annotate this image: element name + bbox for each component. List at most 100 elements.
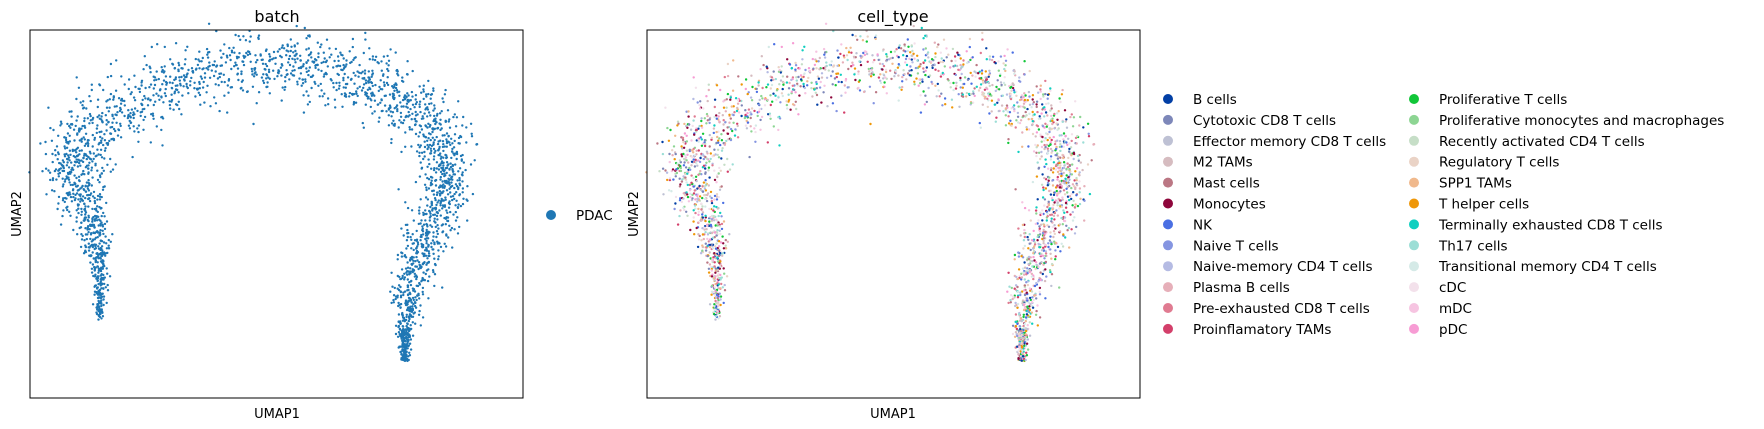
- batch-point: [242, 54, 245, 58]
- cell-type-point: [959, 63, 962, 67]
- cell-type-point: [1090, 159, 1093, 162]
- cell-type-point: [1025, 273, 1028, 276]
- cell-type-point: [714, 271, 717, 274]
- cell-type-point: [1065, 118, 1068, 121]
- batch-point: [81, 172, 84, 175]
- cell-type-point: [708, 238, 712, 241]
- batch-point: [273, 77, 276, 81]
- cell-type-point: [971, 101, 975, 104]
- cell-type-point: [824, 65, 827, 69]
- cell-type-point: [715, 141, 718, 145]
- cell-type-point: [1037, 219, 1040, 222]
- cell-type-point: [1043, 176, 1046, 180]
- cell-type-point: [952, 65, 955, 68]
- batch-point: [280, 99, 283, 102]
- batch-point: [74, 124, 77, 128]
- cell-type-point: [972, 90, 975, 93]
- batch-point: [309, 53, 312, 56]
- cell-type-point: [874, 91, 878, 94]
- batch-point: [408, 309, 411, 313]
- batch-point: [290, 45, 293, 48]
- cell-type-point: [859, 35, 862, 38]
- cell-type-point: [902, 49, 905, 52]
- batch-point: [303, 26, 306, 30]
- cell-type-point: [740, 83, 743, 86]
- batch-point: [173, 66, 177, 70]
- batch-point: [277, 70, 281, 73]
- batch-point: [401, 334, 404, 338]
- cell-type-point: [682, 164, 686, 167]
- cell-type-point: [705, 228, 708, 231]
- cell-type-point: [696, 200, 699, 203]
- cell-type-point: [740, 99, 743, 103]
- batch-point: [448, 118, 451, 121]
- batch-point: [287, 61, 290, 64]
- batch-point: [310, 56, 313, 59]
- cell-type-point: [714, 306, 718, 309]
- batch-point: [450, 178, 453, 181]
- cell-type-point: [819, 80, 822, 84]
- batch-point: [435, 235, 438, 239]
- batch-point: [292, 65, 295, 68]
- batch-point: [83, 239, 86, 242]
- cell-type-point: [685, 181, 688, 184]
- cell-type-point: [937, 69, 940, 73]
- batch-point: [268, 92, 271, 95]
- cell-type-point: [995, 85, 998, 89]
- cell-type-point: [1013, 335, 1017, 338]
- batch-point: [371, 112, 374, 115]
- cell-type-point: [853, 73, 856, 76]
- batch-point: [418, 175, 422, 178]
- batch-point: [415, 277, 418, 281]
- cell-type-point: [667, 139, 671, 142]
- batch-point: [220, 80, 223, 84]
- cell-type-point: [688, 183, 691, 187]
- batch-point: [410, 262, 413, 266]
- cell-type-point: [772, 125, 775, 128]
- cell-type-point: [917, 84, 920, 87]
- batch-point: [426, 106, 429, 109]
- cell-type-point: [1042, 95, 1045, 98]
- cell-type-point: [718, 111, 721, 115]
- cell-type-point: [1064, 206, 1068, 209]
- batch-point: [75, 97, 78, 101]
- batch-point: [387, 114, 390, 117]
- batch-point: [283, 88, 286, 92]
- cell-type-point: [775, 89, 779, 92]
- batch-point: [92, 190, 96, 194]
- batch-point: [105, 201, 108, 205]
- cell-type-point: [1079, 197, 1082, 200]
- cell-type-point: [1067, 156, 1070, 160]
- batch-point: [304, 78, 307, 81]
- batch-point: [423, 155, 426, 158]
- batch-point: [405, 315, 408, 319]
- cell-type-point: [1040, 150, 1043, 154]
- batch-point: [451, 150, 454, 153]
- batch-point: [411, 305, 414, 308]
- batch-point: [342, 76, 345, 80]
- batch-point: [308, 100, 311, 104]
- batch-point: [371, 84, 374, 88]
- cell-type-point: [1072, 199, 1075, 202]
- batch-point: [452, 146, 456, 149]
- batch-point: [441, 186, 445, 189]
- batch-point: [453, 139, 456, 143]
- batch-point: [96, 286, 100, 289]
- batch-point: [65, 140, 68, 144]
- cell-type-point: [820, 76, 824, 79]
- cell-type-point: [913, 80, 916, 84]
- batch-point: [424, 103, 427, 106]
- cell-type-point: [1045, 275, 1048, 278]
- batch-point: [155, 125, 158, 128]
- batch-point: [433, 197, 437, 200]
- batch-point: [352, 92, 356, 96]
- batch-point: [401, 345, 404, 348]
- batch-point: [448, 126, 452, 129]
- batch-point: [97, 306, 101, 309]
- batch-point: [107, 247, 111, 250]
- batch-point: [160, 66, 163, 69]
- batch-point: [405, 102, 409, 105]
- cell-type-point: [1016, 290, 1020, 294]
- batch-point: [398, 119, 401, 122]
- batch-point: [448, 141, 451, 144]
